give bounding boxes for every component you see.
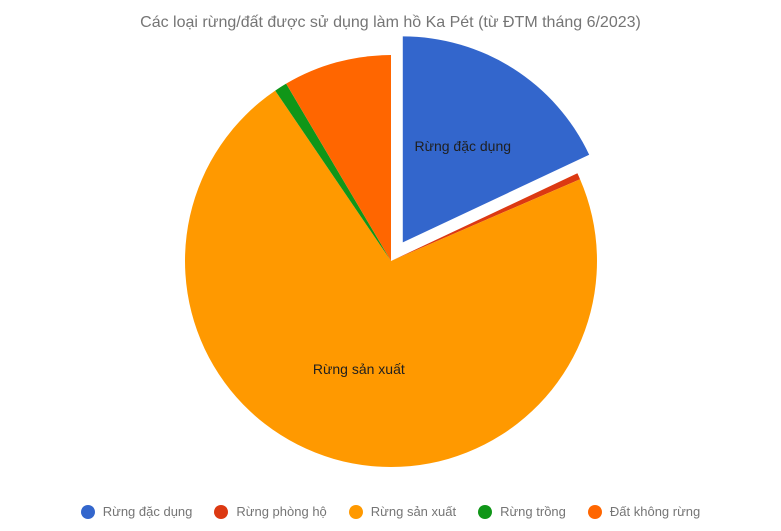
legend-label: Rừng phòng hộ xyxy=(236,504,326,519)
legend-label: Đất không rừng xyxy=(610,504,700,519)
legend-swatch xyxy=(214,505,228,519)
legend-item: Rừng sản xuất xyxy=(349,504,456,519)
legend: Rừng đặc dụng Rừng phòng hộ Rừng sản xuấ… xyxy=(0,504,781,519)
legend-swatch xyxy=(478,505,492,519)
legend-label: Rừng sản xuất xyxy=(371,504,456,519)
legend-swatch xyxy=(349,505,363,519)
pie-plot-area: Rừng đặc dụngRừng sản xuất xyxy=(0,46,781,475)
legend-item: Đất không rừng xyxy=(588,504,700,519)
pie-svg xyxy=(159,29,623,493)
legend-label: Rừng trồng xyxy=(500,504,566,519)
legend-item: Rừng trồng xyxy=(478,504,566,519)
legend-item: Rừng phòng hộ xyxy=(214,504,326,519)
legend-item: Rừng đặc dụng xyxy=(81,504,193,519)
legend-swatch xyxy=(588,505,602,519)
legend-swatch xyxy=(81,505,95,519)
pie-chart-container: Các loại rừng/đất được sử dụng làm hồ Ka… xyxy=(0,0,781,531)
legend-label: Rừng đặc dụng xyxy=(103,504,193,519)
